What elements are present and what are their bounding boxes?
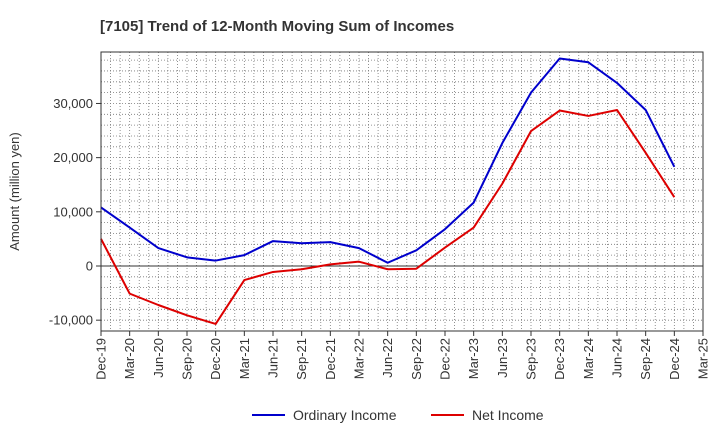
y-axis-label: Amount (million yen)	[7, 132, 22, 251]
x-tick-label: Dec-23	[552, 338, 567, 380]
y-tick-label: 0	[86, 258, 93, 273]
x-tick-label: Dec-22	[438, 338, 453, 380]
y-tick-label: 10,000	[53, 204, 93, 219]
x-tick-label: Jun-20	[151, 338, 166, 378]
series-line-ordinary-income	[100, 57, 676, 264]
x-tick-label: Dec-19	[94, 338, 109, 380]
y-axis-ticks: -10,000 0 10,000 20,000 30,000	[49, 96, 101, 328]
x-tick-label: Sep-22	[409, 338, 424, 380]
x-tick-label: Dec-21	[323, 338, 338, 380]
chart-title: [7105] Trend of 12-Month Moving Sum of I…	[100, 18, 454, 35]
x-tick-label: Jun-23	[495, 338, 510, 378]
x-tick-label: Dec-24	[667, 338, 682, 380]
x-axis-ticks: Dec-19 Mar-20 Jun-20 Sep-20 Dec-20 Mar-21 Jun-…	[94, 331, 711, 380]
x-tick-label: Mar-20	[122, 338, 137, 379]
x-tick-label: Sep-20	[180, 338, 195, 380]
x-tick-label: Dec-20	[208, 338, 223, 380]
y-tick-label: 20,000	[53, 150, 93, 165]
grid	[101, 52, 703, 332]
x-tick-label: Mar-24	[581, 338, 596, 379]
x-tick-label: Sep-23	[524, 338, 539, 380]
legend: Ordinary Income Net Income	[252, 407, 544, 423]
x-tick-label: Sep-21	[294, 338, 309, 380]
x-tick-label: Sep-24	[638, 338, 653, 380]
series-line-net-income	[100, 108, 676, 325]
x-tick-label: Mar-22	[352, 338, 367, 379]
x-tick-label: Mar-25	[696, 338, 711, 379]
x-tick-label: Mar-21	[237, 338, 252, 379]
legend-label-ordinary-income: Ordinary Income	[293, 407, 397, 423]
x-tick-label: Jun-22	[380, 338, 395, 378]
x-tick-label: Jun-24	[610, 338, 625, 378]
legend-label-net-income: Net Income	[472, 407, 544, 423]
plot-frame	[100, 51, 704, 332]
x-tick-label: Jun-21	[266, 338, 281, 378]
y-tick-label: -10,000	[49, 313, 93, 328]
x-tick-label: Mar-23	[466, 338, 481, 379]
y-tick-label: 30,000	[53, 96, 93, 111]
series-layer	[100, 57, 676, 325]
